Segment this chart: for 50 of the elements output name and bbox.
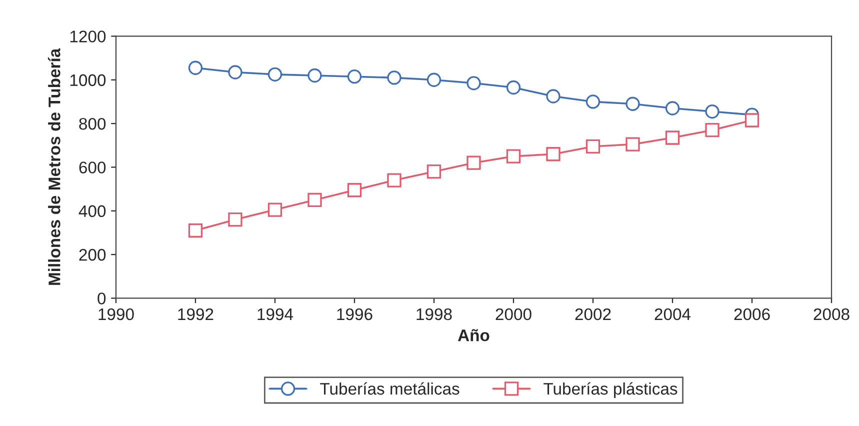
point: [387, 173, 402, 188]
x-tick-label: 2004: [654, 308, 691, 320]
x-tick-label: 2006: [734, 308, 770, 320]
point: [665, 130, 680, 145]
point: [586, 94, 600, 109]
y-axis-title: Millones de Metros de Tubería: [48, 48, 60, 285]
point: [268, 67, 282, 82]
point: [426, 164, 442, 179]
y-tick-label: 1200: [70, 30, 106, 42]
point: [665, 101, 680, 116]
point: [546, 89, 560, 104]
legend-label: Tuberías plásticas: [544, 382, 678, 398]
point: [586, 139, 600, 154]
point: [626, 96, 640, 111]
point: [705, 104, 720, 119]
point: [466, 76, 481, 90]
x-tick-label: 1998: [416, 308, 452, 320]
y-tick-label: 400: [78, 205, 106, 218]
x-tick-label: 1990: [98, 308, 134, 320]
point: [426, 72, 442, 87]
x-tick-label: 1994: [258, 308, 294, 320]
point: [228, 212, 242, 227]
x-tick-label: 1992: [178, 308, 214, 320]
point: [626, 137, 640, 152]
y-tick-label: 0: [98, 292, 106, 304]
point: [188, 223, 203, 238]
y-tick-label: 200: [79, 248, 106, 261]
point: [506, 80, 521, 95]
point: [188, 60, 203, 75]
point: [268, 202, 282, 217]
x-tick-label: 2002: [575, 308, 611, 320]
point: [506, 149, 521, 164]
point: [347, 183, 362, 198]
y-tick-label: 800: [79, 118, 106, 130]
legend-label: Tuberías metálicas: [320, 382, 460, 395]
point: [466, 156, 481, 170]
y-tick-label: 600: [79, 162, 106, 174]
point: [387, 70, 402, 85]
point: [308, 68, 322, 83]
x-tick-label: 2000: [496, 308, 532, 320]
x-axis-title: Año: [458, 329, 490, 342]
point: [228, 65, 242, 80]
x-tick-label: 1996: [337, 308, 372, 320]
point: [347, 70, 362, 84]
y-tick-label: 1000: [70, 74, 106, 86]
point: [705, 123, 720, 138]
point: [744, 113, 760, 128]
x-tick-label: 2008: [814, 308, 850, 320]
point: [308, 192, 322, 208]
point: [546, 147, 560, 162]
